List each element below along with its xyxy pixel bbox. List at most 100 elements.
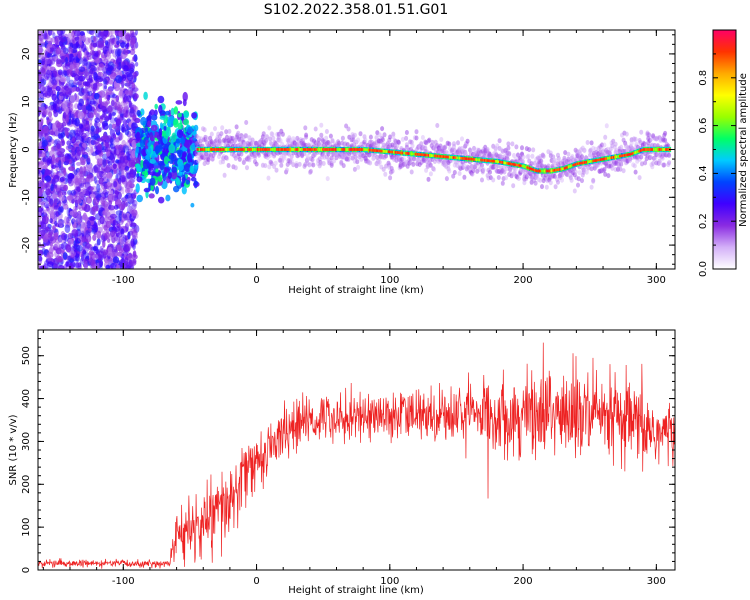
trace-halo	[527, 147, 532, 153]
turbulence-blob	[158, 104, 163, 114]
trace-halo	[506, 145, 511, 151]
noise-blob	[50, 210, 56, 217]
turbulence-blob	[142, 148, 146, 157]
noise-blob	[97, 143, 103, 151]
noise-blob	[135, 30, 138, 36]
noise-blob	[54, 48, 62, 57]
noise-blob	[107, 161, 113, 166]
noise-blob	[62, 47, 69, 55]
trace-halo	[202, 127, 207, 133]
trace-halo	[604, 123, 609, 129]
turbulence-blob	[185, 139, 191, 149]
noise-blob	[75, 86, 81, 92]
turbulence-blob	[168, 154, 174, 160]
noise-blob	[51, 164, 56, 170]
noise-blob	[70, 150, 76, 158]
noise-blob	[57, 134, 62, 139]
noise-blob	[105, 115, 110, 122]
noise-blob	[86, 220, 91, 229]
noise-blob	[93, 249, 99, 254]
trace-halo	[341, 163, 346, 169]
noise-blob	[53, 264, 59, 269]
noise-blob	[75, 261, 80, 269]
noise-blob	[62, 65, 68, 72]
noise-blob	[69, 211, 74, 216]
noise-blob	[92, 36, 97, 42]
noise-blob	[130, 132, 136, 138]
noise-blob	[49, 197, 54, 207]
noise-blob	[48, 150, 56, 158]
noise-blob	[45, 204, 50, 209]
noise-blob	[122, 213, 127, 219]
noise-blob	[122, 78, 126, 86]
trace-halo	[218, 141, 223, 147]
noise-blob	[81, 253, 84, 262]
noise-blob	[80, 224, 85, 234]
turbulence-blob	[175, 179, 181, 186]
turbulence-blob	[163, 125, 167, 131]
noise-blob	[129, 48, 136, 56]
trace-halo	[368, 134, 373, 140]
noise-blob	[96, 65, 100, 73]
noise-blob	[64, 63, 70, 69]
noise-blob	[101, 200, 106, 207]
turbulence-blob	[176, 129, 184, 139]
noise-blob	[115, 264, 120, 269]
turbulence-blob	[149, 158, 156, 164]
noise-blob	[50, 168, 54, 178]
noise-blob	[67, 31, 73, 41]
turbulence-blob	[148, 171, 156, 176]
turbulence-blob	[159, 115, 167, 120]
noise-blob	[45, 188, 51, 196]
noise-blob	[73, 79, 77, 86]
noise-blob	[38, 163, 43, 171]
noise-blob	[103, 78, 108, 85]
noise-blob	[105, 257, 109, 265]
noise-blob	[115, 75, 123, 84]
trace-halo	[569, 177, 574, 183]
noise-blob	[89, 193, 96, 198]
noise-blob	[59, 100, 63, 108]
noise-blob	[111, 99, 115, 107]
noise-blob	[44, 58, 51, 65]
trace-halo	[368, 160, 373, 166]
trace-halo	[346, 126, 351, 132]
noise-blob	[102, 172, 107, 178]
trace-halo	[572, 188, 577, 194]
trace-halo	[447, 168, 452, 174]
turbulence-blob	[175, 100, 183, 105]
noise-blob	[82, 95, 87, 101]
noise-blob	[125, 181, 132, 190]
noise-blob	[125, 141, 131, 149]
turbulence-blob	[135, 163, 141, 172]
noise-blob	[61, 140, 65, 146]
trace-halo	[556, 179, 560, 185]
turbulence-blob	[144, 126, 149, 136]
noise-blob	[38, 210, 43, 218]
turbulence-blob	[135, 131, 141, 142]
spectrogram-marks	[38, 30, 672, 269]
noise-blob	[119, 36, 123, 44]
noise-blob	[110, 100, 115, 107]
trace-halo	[227, 128, 232, 134]
noise-blob	[116, 173, 122, 182]
noise-blob	[43, 30, 48, 40]
trace-halo	[356, 137, 361, 143]
turbulence-blob	[183, 111, 189, 119]
noise-blob	[96, 82, 103, 87]
noise-blob	[118, 61, 122, 71]
noise-blob	[115, 168, 120, 175]
noise-blob	[39, 265, 44, 269]
noise-blob	[80, 160, 86, 166]
noise-blob	[65, 173, 69, 183]
noise-blob	[40, 115, 45, 123]
trace-halo	[573, 169, 578, 175]
trace-halo	[225, 155, 229, 161]
noise-blob	[126, 243, 131, 252]
noise-blob	[44, 150, 50, 158]
trace-halo	[420, 135, 425, 140]
noise-blob	[125, 43, 129, 49]
noise-blob	[77, 214, 83, 223]
noise-blob	[40, 201, 45, 207]
